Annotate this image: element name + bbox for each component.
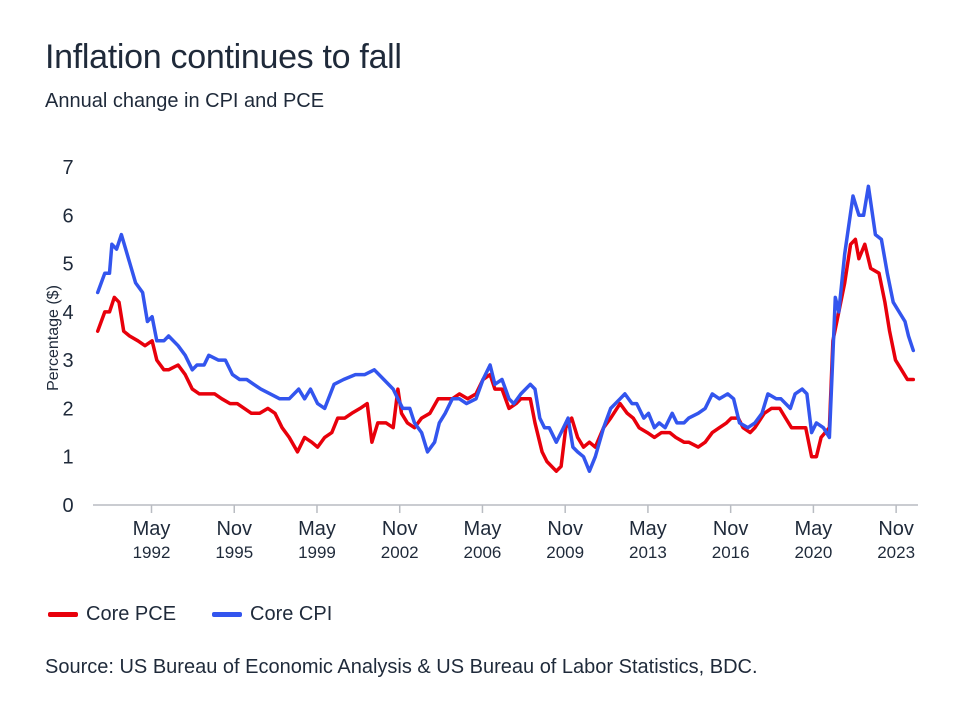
y-tick-label: 4	[62, 302, 73, 324]
x-tick-year: 2006	[464, 543, 502, 562]
x-tick-month: Nov	[547, 518, 583, 540]
x-tick-year: 2002	[381, 543, 419, 562]
legend-label: Core PCE	[86, 603, 177, 625]
y-tick-label: 2	[62, 398, 73, 420]
chart-subtitle: Annual change in CPI and PCE	[45, 90, 325, 112]
x-tick-year: 2013	[629, 543, 667, 562]
x-tick-year: 1999	[298, 543, 336, 562]
y-tick-label: 0	[62, 495, 73, 517]
x-tick-month: May	[629, 518, 667, 540]
x-tick-year: 2009	[546, 543, 584, 562]
y-tick-label: 3	[62, 350, 73, 372]
y-tick-label: 6	[62, 205, 73, 227]
x-tick-month: Nov	[216, 518, 252, 540]
legend-swatch-core-cpi	[212, 612, 242, 617]
series-line-core-pce	[95, 237, 916, 473]
x-tick-year: 1995	[215, 543, 253, 562]
y-axis-label: Percentage ($)	[45, 285, 62, 391]
legend-swatch-core-pce	[48, 612, 78, 617]
x-tick-month: Nov	[713, 518, 749, 540]
legend-item-core-pce: Core PCE	[48, 603, 176, 626]
legend-item-core-cpi: Core CPI	[212, 603, 332, 626]
legend-label: Core CPI	[250, 603, 333, 625]
y-tick-label: 5	[62, 254, 73, 276]
y-tick-label: 1	[62, 447, 73, 469]
x-tick-year: 2016	[712, 543, 750, 562]
source-note: Source: US Bureau of Economic Analysis &…	[45, 656, 758, 678]
series-line-core-cpi	[95, 184, 916, 473]
x-tick-month: May	[464, 518, 502, 540]
x-tick-month: May	[298, 518, 336, 540]
x-tick-year: 2020	[794, 543, 832, 562]
x-tick-month: May	[794, 518, 832, 540]
y-tick-label: 7	[62, 157, 73, 179]
x-tick-month: Nov	[382, 518, 418, 540]
x-tick-month: Nov	[878, 518, 914, 540]
x-tick-year: 2023	[877, 543, 915, 562]
chart-title: Inflation continues to fall	[45, 38, 402, 76]
x-tick-month: May	[133, 518, 171, 540]
x-tick-year: 1992	[133, 543, 171, 562]
